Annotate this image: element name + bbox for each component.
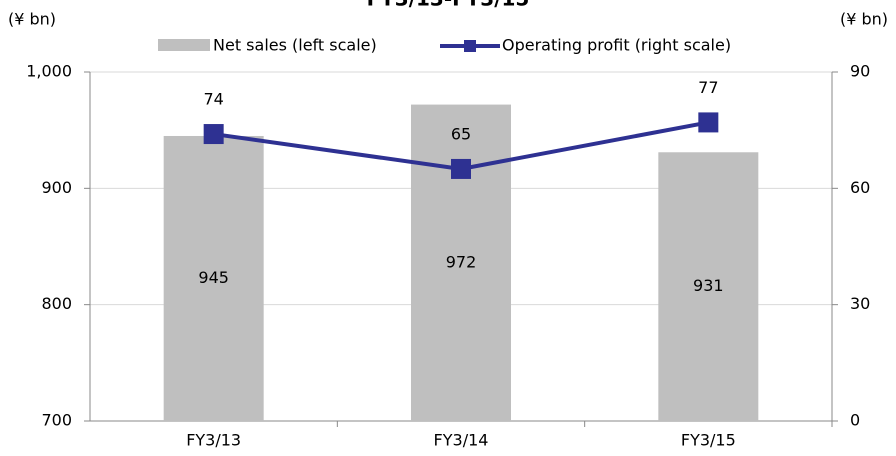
y2-tick-label: 60 bbox=[850, 178, 870, 197]
legend-label: Operating profit (right scale) bbox=[502, 36, 731, 55]
bar bbox=[658, 152, 759, 421]
y-tick-label: 1,000 bbox=[26, 62, 72, 81]
y2-tick-label: 0 bbox=[850, 411, 860, 430]
x-tick-label: FY3/15 bbox=[681, 431, 736, 450]
y2-tick-label: 30 bbox=[850, 294, 870, 313]
bar bbox=[163, 135, 264, 421]
legend-swatch bbox=[158, 39, 210, 51]
y-axis-unit: (¥ bn) bbox=[8, 10, 56, 29]
x-tick-label: FY3/14 bbox=[434, 431, 489, 450]
y2-tick-label: 90 bbox=[850, 62, 870, 81]
legend-marker bbox=[464, 40, 476, 52]
line-marker bbox=[698, 112, 719, 133]
bar-value-label: 931 bbox=[693, 276, 724, 295]
bar-value-label: 972 bbox=[446, 252, 477, 271]
y-tick-label: 900 bbox=[41, 178, 72, 197]
bar bbox=[411, 104, 511, 421]
line-value-label: 74 bbox=[203, 90, 223, 109]
bar-value-label: 945 bbox=[198, 268, 229, 287]
y-tick-label: 800 bbox=[41, 294, 72, 313]
legend-label: Net sales (left scale) bbox=[213, 36, 377, 55]
line-marker bbox=[451, 158, 471, 179]
chart-title: FY3/13-FY3/15 bbox=[367, 0, 530, 11]
line-marker bbox=[203, 124, 224, 145]
x-tick-label: FY3/13 bbox=[186, 431, 241, 450]
y2-axis-unit: (¥ bn) bbox=[840, 10, 888, 29]
line-value-label: 77 bbox=[698, 78, 718, 97]
y-tick-label: 700 bbox=[41, 411, 72, 430]
line-value-label: 65 bbox=[451, 124, 471, 143]
